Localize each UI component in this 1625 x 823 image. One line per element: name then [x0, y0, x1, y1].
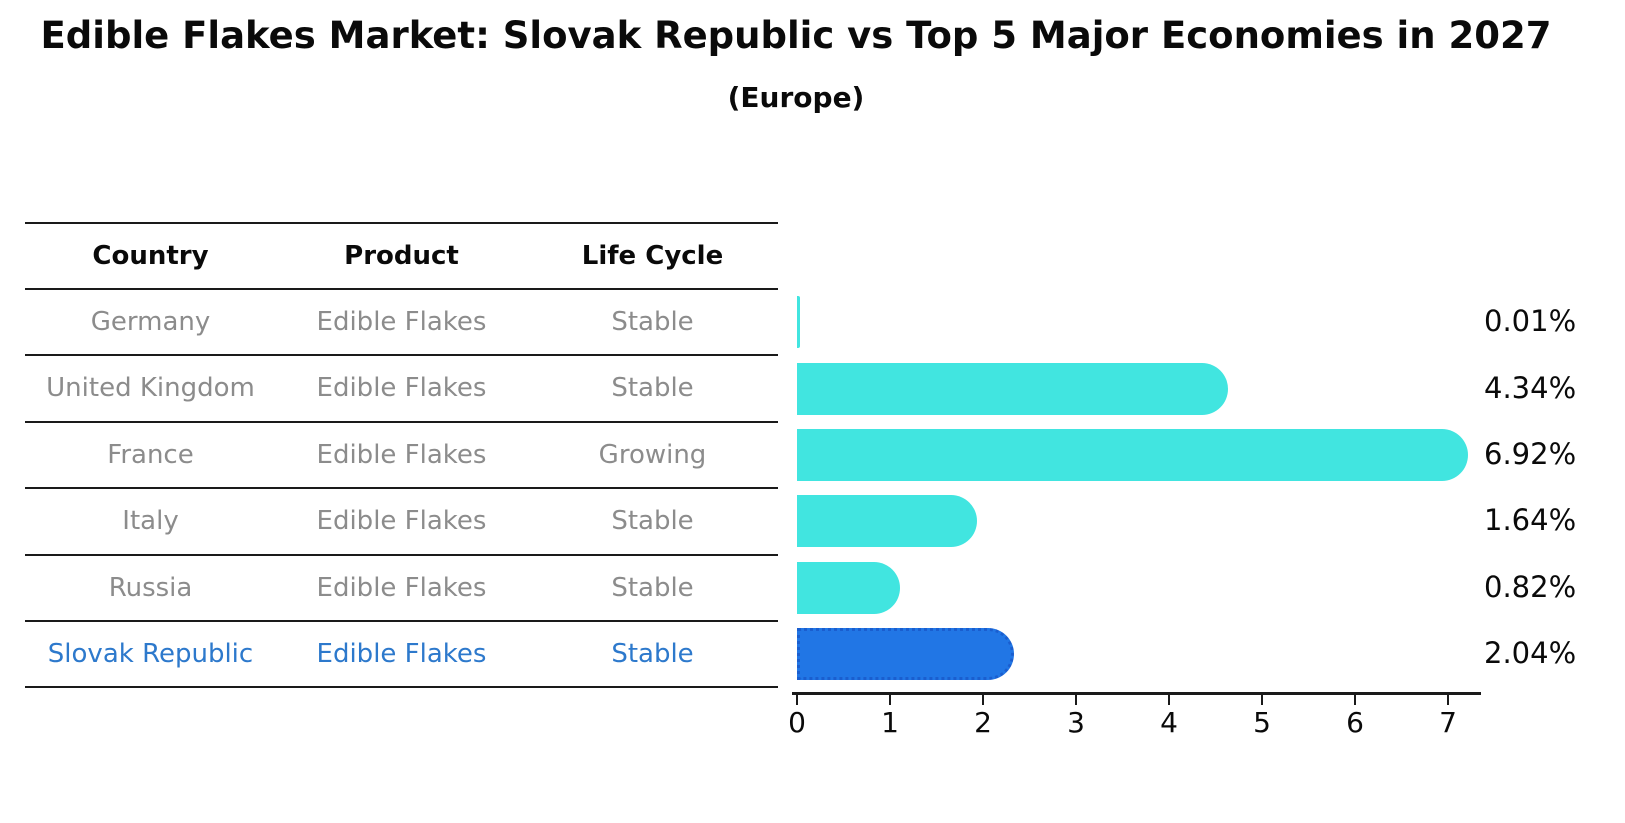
x-axis-tick: [795, 692, 799, 705]
cell-life-cycle: Growing: [598, 439, 707, 470]
x-axis-tick-label: 6: [1346, 706, 1364, 739]
value-label-russia: 0.82%: [1484, 569, 1577, 604]
table-row-italy: Italy Edible Flakes Stable: [25, 489, 778, 556]
cell-product: Edible Flakes: [316, 439, 487, 470]
cell-product: Edible Flakes: [316, 506, 487, 537]
x-axis-tick: [1446, 692, 1450, 705]
table-header-row: Country Product Life Cycle: [25, 224, 778, 290]
table-row-slovak-republic: Slovak Republic Edible Flakes Stable: [25, 622, 778, 689]
cell-life-cycle: Stable: [611, 638, 694, 669]
x-axis-tick: [981, 692, 985, 705]
bar-germany: [797, 296, 800, 349]
cell-life-cycle: Stable: [611, 572, 694, 603]
x-axis-tick: [1167, 692, 1171, 705]
cell-life-cycle: Stable: [611, 307, 694, 337]
x-axis-tick: [888, 692, 892, 705]
cell-country: Slovak Republic: [47, 638, 254, 669]
x-axis-tick-label: 3: [1067, 706, 1085, 739]
cell-country: Germany: [90, 307, 211, 337]
x-axis-tick-label: 0: [788, 706, 806, 739]
country-table: Country Product Life Cycle Germany Edible F…: [25, 222, 778, 689]
header-cell-life-cycle: Life Cycle: [581, 241, 724, 271]
x-axis-line: [792, 692, 1481, 695]
x-axis-tick-label: 4: [1160, 706, 1178, 739]
header-cell-product: Product: [344, 241, 459, 271]
table-row-germany: Germany Edible Flakes Stable: [25, 290, 778, 357]
bar-slovak-republic: [797, 628, 1014, 681]
x-axis-tick-label: 1: [881, 706, 899, 739]
value-label-slovak-republic: 2.04%: [1484, 636, 1577, 671]
table-row-united-kingdom: United Kingdom Edible Flakes Stable: [25, 356, 778, 423]
table-row-france: France Edible Flakes Growing: [25, 423, 778, 490]
header-cell-country: Country: [92, 241, 209, 271]
bar-united-kingdom: [797, 362, 1228, 415]
x-axis-tick-label: 2: [974, 706, 992, 739]
table-row-russia: Russia Edible Flakes Stable: [25, 556, 778, 622]
x-axis-tick: [1260, 692, 1264, 705]
bar-france: [797, 429, 1468, 481]
cell-country: United Kingdom: [46, 373, 255, 404]
cell-product: Edible Flakes: [316, 307, 487, 337]
page-subtitle: (Europe): [727, 81, 865, 114]
value-label-germany: 0.01%: [1484, 304, 1577, 339]
x-axis-tick: [1074, 692, 1078, 705]
page-title: Edible Flakes Market: Slovak Republic vs…: [40, 14, 1552, 57]
cell-product: Edible Flakes: [316, 572, 487, 603]
cell-life-cycle: Stable: [611, 373, 694, 404]
cell-country: Russia: [108, 572, 193, 603]
bar-russia: [797, 561, 901, 614]
x-axis-tick: [1353, 692, 1357, 705]
cell-country: Italy: [122, 506, 179, 537]
bar-italy: [797, 495, 977, 548]
cell-country: France: [107, 439, 194, 470]
cell-product: Edible Flakes: [316, 638, 487, 669]
cell-life-cycle: Stable: [611, 506, 694, 537]
x-axis-tick-label: 7: [1439, 706, 1457, 739]
value-label-united-kingdom: 4.34%: [1484, 370, 1577, 405]
value-label-italy: 1.64%: [1484, 503, 1577, 538]
value-label-france: 6.92%: [1484, 437, 1577, 471]
cell-product: Edible Flakes: [316, 373, 487, 404]
x-axis-tick-label: 5: [1253, 706, 1271, 739]
